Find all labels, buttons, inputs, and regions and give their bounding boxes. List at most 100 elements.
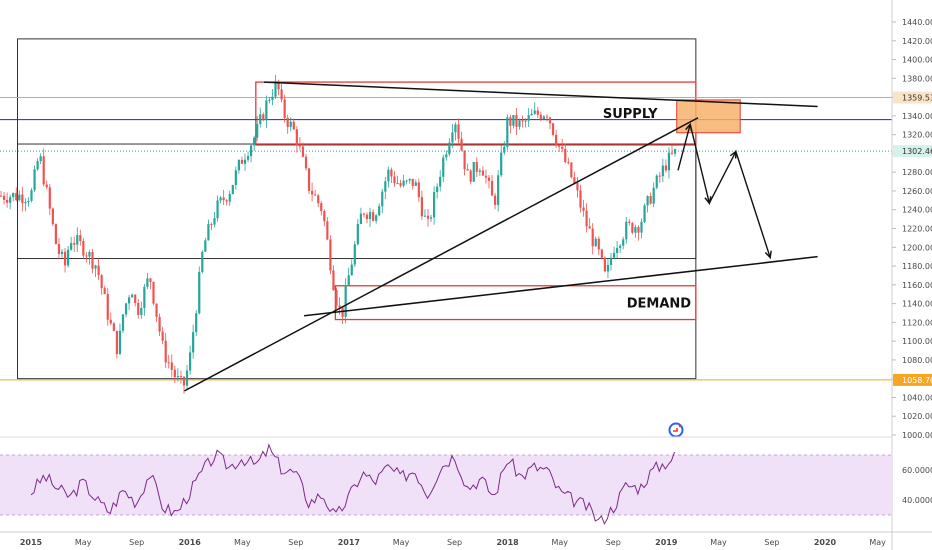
candle-up: [176, 376, 179, 378]
candle-up: [433, 192, 436, 218]
candle-up: [256, 124, 259, 138]
candle-down: [179, 376, 183, 378]
candle-up: [67, 249, 70, 266]
price-tag: 1058.70: [893, 373, 932, 386]
candles: [0, 74, 677, 394]
target-box: [676, 99, 741, 134]
candle-down: [262, 114, 265, 121]
candle-up: [414, 182, 417, 186]
candle-down: [509, 117, 512, 126]
candle-down: [170, 362, 173, 370]
candle-up: [274, 80, 277, 97]
candle-up: [396, 183, 399, 185]
price-tags: 1359.53 1302.46 1058.70: [893, 91, 932, 386]
candle-up: [451, 132, 454, 143]
range-box: [17, 143, 697, 260]
candle-up: [243, 159, 247, 164]
candle-down: [551, 123, 555, 135]
candle-down: [573, 177, 576, 184]
zone-labels: SUPPLY DEMAND: [603, 107, 691, 312]
candle-down: [137, 302, 140, 316]
logo-dot: [678, 424, 682, 428]
candle-up: [207, 224, 210, 241]
price-tick-label: 1380.00: [902, 74, 932, 83]
candle-up: [527, 115, 530, 121]
price-tag: 1302.46: [893, 145, 932, 158]
candle-up: [503, 146, 506, 153]
candle-up: [246, 156, 250, 160]
candle-up: [353, 244, 356, 265]
price-tag: 1359.53: [893, 91, 932, 104]
candle-down: [326, 221, 329, 240]
candle-up: [250, 145, 253, 157]
candle-down: [600, 249, 603, 258]
candle-up: [76, 235, 79, 245]
candle-up: [118, 330, 122, 354]
time-tick-label: May: [393, 538, 410, 547]
candle-up: [472, 161, 475, 182]
rsi-tick-label: 60.0000: [902, 466, 932, 475]
candle-up: [518, 120, 521, 127]
candle-up: [344, 285, 347, 317]
candle-down: [561, 146, 564, 149]
rsi-axis: 40.0000 60.0000: [902, 466, 932, 505]
range-boxes: [17, 38, 697, 380]
time-tick-label: 2019: [655, 538, 678, 547]
candle-down: [555, 134, 558, 146]
candle-down: [85, 255, 88, 257]
candle-down: [597, 238, 600, 250]
candle-up: [268, 99, 271, 101]
candle-down: [280, 89, 283, 100]
time-tick-label: 2017: [338, 538, 360, 547]
candle-up: [36, 161, 39, 170]
candle-up: [640, 221, 643, 233]
candle-up: [594, 238, 597, 247]
candle-up: [359, 213, 362, 225]
candle-down: [649, 196, 652, 204]
candle-down: [335, 290, 338, 306]
candle-down: [329, 239, 332, 271]
candle-up: [619, 245, 622, 248]
candle-down: [295, 129, 298, 145]
candle-down: [112, 323, 115, 331]
candle-up: [213, 218, 216, 225]
candle-up: [12, 192, 15, 198]
candle-down: [82, 241, 85, 256]
time-axis[interactable]: 2015 May Sep 2016 May Sep 2017 May Sep 2018 May Sep…: [20, 538, 886, 547]
candle-down: [426, 215, 430, 219]
time-tick-label: May: [869, 538, 886, 547]
candle-up: [350, 264, 353, 276]
candle-down: [301, 146, 305, 157]
time-tick-label: Sep: [606, 538, 621, 547]
price-tick-label: 1340.00: [902, 112, 932, 121]
candle-up: [634, 227, 637, 233]
candle-down: [664, 165, 667, 171]
candle-down: [73, 243, 76, 245]
time-tick-label: May: [551, 538, 568, 547]
candle-down: [115, 330, 118, 354]
supply-label: SUPPLY: [603, 107, 658, 122]
candle-down: [484, 175, 488, 178]
candle-down: [332, 270, 335, 291]
candle-down: [457, 124, 460, 139]
candle-up: [143, 286, 146, 308]
candle-down: [240, 159, 244, 164]
candle-up: [442, 157, 445, 177]
candle-down: [564, 148, 567, 163]
price-tag-bg: [893, 91, 932, 104]
candle-up: [216, 200, 219, 219]
trendline: [184, 117, 699, 392]
candle-down: [134, 294, 137, 303]
candle-down: [161, 331, 164, 341]
candle-up: [121, 314, 125, 331]
candle-down: [79, 235, 82, 242]
price-tick-label: 1140.00: [902, 300, 932, 309]
candle-down: [670, 152, 674, 154]
candle-up: [622, 239, 625, 246]
tradingview-logo[interactable]: [668, 422, 684, 438]
demand-label: DEMAND: [627, 297, 692, 312]
price-tag-label: 1302.46: [902, 147, 932, 156]
candle-down: [603, 257, 606, 272]
projection-arrowhead: [685, 122, 693, 132]
candle-down: [536, 110, 539, 115]
